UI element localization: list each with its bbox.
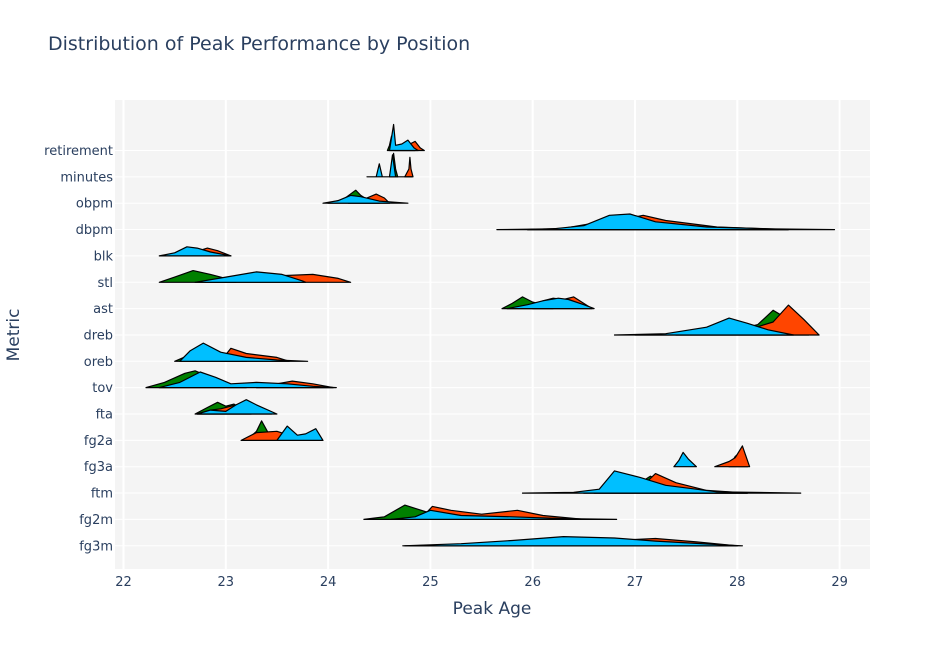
x-axis-title: Peak Age xyxy=(453,599,532,619)
density-oreb-blue xyxy=(179,342,309,362)
density-fta-blue xyxy=(196,399,278,415)
ridge-ast xyxy=(501,296,595,310)
y-tick-label: oreb xyxy=(84,355,113,370)
ridge-retirement xyxy=(386,123,425,152)
density-fg3a-blue xyxy=(673,451,697,468)
chart-title: Distribution of Peak Performance by Posi… xyxy=(48,33,470,55)
density-fg2m-blue xyxy=(390,509,618,520)
ridges xyxy=(145,123,836,547)
x-tick-label: 23 xyxy=(218,575,235,590)
ridge-fta xyxy=(194,399,278,415)
density-ftm-blue xyxy=(521,470,802,494)
ridge-fg3a xyxy=(673,445,751,468)
density-tov-blue xyxy=(158,371,337,389)
density-ast-blue xyxy=(506,297,595,310)
x-tick-label: 22 xyxy=(115,575,132,590)
x-tick-labels: 22 23 24 25 26 27 28 29 xyxy=(115,575,848,590)
ridge-stl xyxy=(158,270,352,283)
y-tick-label: dbpm xyxy=(76,223,113,238)
ridge-minutes xyxy=(366,152,414,178)
density-stl-blue xyxy=(194,271,307,283)
y-tick-label: fg3m xyxy=(79,539,113,554)
density-fg3m-blue xyxy=(402,536,743,547)
ridge-oreb xyxy=(174,342,309,362)
ridge-dbpm xyxy=(496,213,836,231)
x-tick-label: 24 xyxy=(320,575,337,590)
density-dreb-blue xyxy=(613,317,795,336)
y-tick-label: tov xyxy=(92,381,113,396)
x-tick-label: 28 xyxy=(729,575,746,590)
density-fg2a-blue xyxy=(276,425,324,441)
ridge-blk xyxy=(158,246,232,257)
ridge-fg2a xyxy=(240,420,324,441)
y-tick-label: obpm xyxy=(76,197,113,212)
x-tick-label: 27 xyxy=(627,575,644,590)
y-tick-labels: retirement minutes obpm dbpm blk stl ast dreb or… xyxy=(44,144,113,554)
density-obpm-blue xyxy=(322,194,409,204)
ridge-fg3m xyxy=(402,536,743,547)
y-tick-label: dreb xyxy=(83,328,113,343)
density-dbpm-blue xyxy=(496,213,836,231)
density-retirement-blue xyxy=(388,123,419,152)
y-tick-label: fg3a xyxy=(84,460,113,475)
density-minutes-blue xyxy=(366,154,413,178)
x-tick-label: 26 xyxy=(524,575,541,590)
density-fg3a-orange xyxy=(714,445,751,468)
y-tick-label: stl xyxy=(98,276,113,291)
y-tick-label: ast xyxy=(93,302,113,317)
grid-lines xyxy=(115,100,870,569)
ridge-ftm xyxy=(521,470,802,494)
x-tick-label: 29 xyxy=(831,575,848,590)
ridge-fg2m xyxy=(363,504,618,520)
y-tick-label: ftm xyxy=(91,487,113,502)
ridge-dreb xyxy=(613,304,820,336)
y-tick-label: minutes xyxy=(60,170,113,185)
y-tick-label: retirement xyxy=(44,144,113,159)
y-tick-label: blk xyxy=(94,249,114,264)
ridge-tov xyxy=(145,370,337,389)
ridge-obpm xyxy=(322,189,409,204)
y-tick-label: fg2m xyxy=(79,513,113,528)
x-tick-label: 25 xyxy=(422,575,439,590)
y-tick-label: fg2a xyxy=(84,434,113,449)
density-blk-blue xyxy=(158,246,232,257)
y-axis-title: Metric xyxy=(4,309,24,362)
y-tick-label: fta xyxy=(96,408,113,423)
